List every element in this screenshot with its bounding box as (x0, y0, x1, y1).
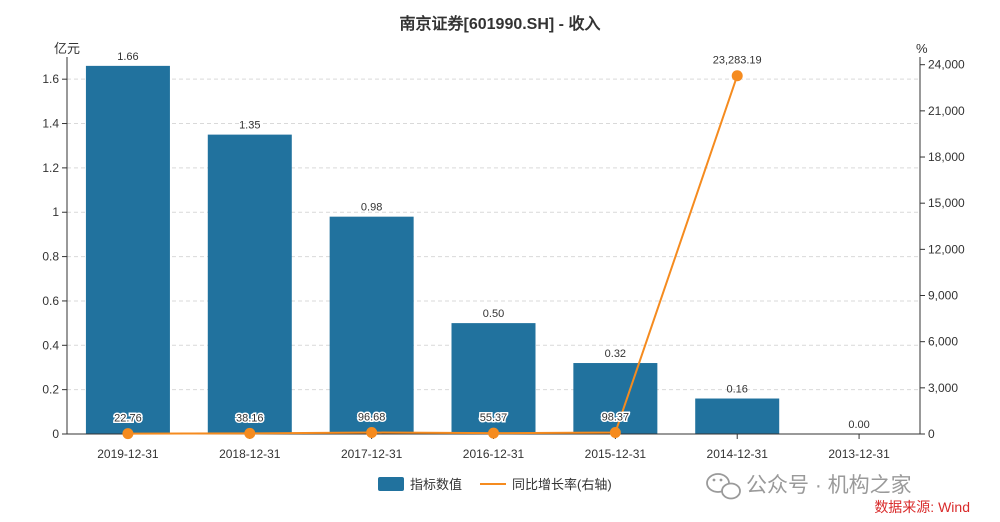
bar (329, 216, 414, 434)
watermark-text: 公众号 · 机构之家 (746, 474, 912, 497)
right-tick-label: 18,000 (928, 150, 965, 164)
line-series: 22.76 38.16 96.68 55.37 98.37 23,283.19 (113, 53, 763, 440)
bar-value-label: 0.32 (605, 348, 626, 360)
growth-value-label: 98.37 (602, 411, 630, 423)
left-tick-label: 1 (52, 205, 59, 219)
x-tick-label: 2017-12-31 (341, 447, 403, 461)
growth-point (244, 427, 256, 439)
right-tick-label: 15,000 (928, 196, 965, 210)
growth-point (366, 427, 378, 439)
legend-line-label: 同比增长率(右轴) (512, 477, 612, 492)
x-tick-label: 2013-12-31 (828, 447, 890, 461)
left-axis-unit: 亿元 (54, 41, 80, 56)
left-tick-label: 0 (52, 427, 59, 441)
bar (451, 323, 536, 434)
right-tick-label: 3,000 (928, 381, 958, 395)
x-tick-label: 2019-12-31 (97, 447, 159, 461)
bar-value-label: 0.50 (483, 308, 504, 320)
source-note: 数据来源: Wind (874, 499, 970, 515)
x-tick-label: 2016-12-31 (463, 447, 525, 461)
chart-title: 南京证券[601990.SH] - 收入 (400, 14, 601, 33)
right-axis: 0 3,000 6,000 9,000 12,000 15,000 18,000 21,000… (920, 58, 965, 441)
bar (207, 134, 292, 434)
watermark: 公众号 · 机构之家 (706, 473, 912, 500)
bar-value-label: 0.00 (848, 419, 869, 431)
legend-bar-swatch (378, 477, 404, 491)
growth-value-label: 55.37 (480, 412, 508, 424)
left-tick-label: 1.2 (42, 161, 59, 175)
left-tick-label: 0.8 (42, 250, 59, 264)
x-tick-label: 2015-12-31 (585, 447, 647, 461)
growth-point (122, 428, 134, 440)
bar-value-label: 0.16 (727, 384, 748, 396)
wechat-icon (706, 473, 741, 500)
bar-series: 1.66 1.35 0.98 0.50 0.32 0.16 0.00 (85, 51, 870, 434)
left-tick-label: 1.6 (42, 72, 59, 86)
growth-value-label: 22.76 (114, 413, 142, 425)
right-axis-unit: % (916, 41, 928, 56)
x-tick-label: 2014-12-31 (707, 447, 769, 461)
right-tick-label: 24,000 (928, 58, 965, 72)
right-tick-label: 6,000 (928, 335, 958, 349)
legend: 指标数值 同比增长率(右轴) (378, 477, 612, 492)
right-tick-label: 21,000 (928, 104, 965, 118)
growth-value-label: 23,283.19 (713, 55, 762, 67)
growth-value-label: 96.68 (358, 412, 386, 424)
bar (85, 65, 170, 434)
bar-value-label: 1.35 (239, 120, 260, 132)
growth-point (731, 70, 743, 82)
right-tick-label: 9,000 (928, 289, 958, 303)
left-tick-label: 0.4 (42, 338, 59, 352)
bar-value-label: 1.66 (117, 51, 138, 63)
bar (695, 398, 780, 434)
right-tick-label: 12,000 (928, 242, 965, 256)
bar (573, 363, 658, 434)
x-tick-label: 2018-12-31 (219, 447, 281, 461)
right-tick-label: 0 (928, 427, 935, 441)
growth-line (127, 75, 739, 435)
growth-point (488, 427, 499, 439)
legend-bar-label: 指标数值 (410, 477, 462, 492)
bar-value-label: 0.98 (361, 202, 382, 214)
left-tick-label: 0.6 (42, 294, 59, 308)
x-axis: 2019-12-31 2018-12-31 2017-12-31 2016-12-31… (97, 434, 890, 461)
growth-point (609, 426, 621, 438)
left-axis: 0 0.2 0.4 0.6 0.8 1 1.2 1.4 1.6 (42, 72, 67, 441)
growth-value-label: 38.16 (236, 412, 264, 424)
left-tick-label: 0.2 (42, 383, 59, 397)
left-tick-label: 1.4 (42, 117, 59, 131)
